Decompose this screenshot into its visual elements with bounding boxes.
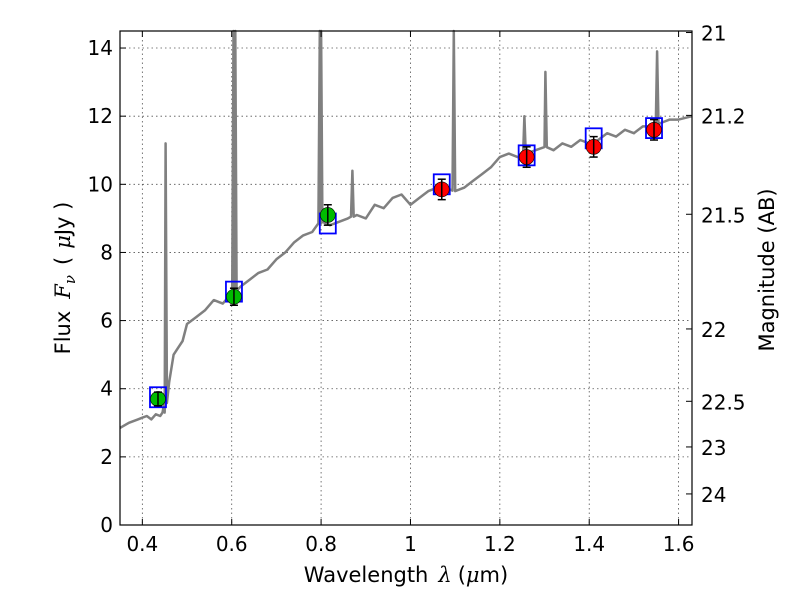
mag-tick-label: 24: [701, 483, 726, 507]
y-tick-label: 6: [100, 309, 113, 333]
y-axis-subscript: ν: [61, 275, 79, 284]
x-axis-unit-rest: m): [480, 563, 509, 587]
spectrum-line: [119, 29, 693, 429]
plot-frame: [119, 30, 693, 526]
y-axis-unit-open: (: [51, 257, 75, 265]
mag-tick-label: 22.5: [701, 390, 746, 414]
x-axis-title: Wavelength λ (μm): [304, 563, 508, 587]
photometry-layer: [149, 117, 663, 409]
model-photometry-box: [149, 386, 167, 409]
x-tick-label: 0.4: [126, 532, 158, 556]
x-tick-label: 0.8: [305, 532, 337, 556]
axes: 0.4 0.6 0.8 1 1.2 1.4 1.6024681012142121.221.5…: [88, 22, 746, 556]
x-tick-label: 1.6: [663, 532, 695, 556]
x-axis-unit-open: (: [458, 563, 466, 587]
y-axis-unit-mu: μ: [51, 235, 75, 249]
mag-tick-label: 21.2: [701, 104, 746, 128]
y-tick-label: 14: [88, 36, 113, 60]
mag-tick-label: 21: [701, 22, 726, 46]
mag-tick-label: 22: [701, 318, 726, 342]
x-axis-symbol: λ: [437, 563, 451, 587]
y-axis-symbol: F: [51, 283, 75, 300]
x-tick-label: 0.6: [216, 532, 248, 556]
x-tick-label: 1.2: [484, 532, 516, 556]
x-axis-label-text: Wavelength: [304, 563, 429, 587]
y-tick-label: 0: [100, 513, 113, 537]
spectrum-layer: [119, 29, 693, 429]
mag-tick-label: 21.5: [701, 203, 746, 227]
y2-axis-title: Magnitude (AB): [755, 188, 779, 351]
y-tick-label: 12: [88, 104, 113, 128]
mag-tick-label: 23: [701, 436, 726, 460]
y-tick-label: 10: [88, 172, 113, 196]
y-axis-unit-rest: Jy ): [51, 202, 75, 238]
y-tick-label: 2: [100, 445, 113, 469]
y-axis-title: Flux Fν ( μJy ): [51, 202, 79, 355]
x-tick-label: 1: [404, 532, 417, 556]
x-axis-unit-mu: μ: [466, 563, 480, 587]
x-tick-label: 1.4: [573, 532, 605, 556]
y-tick-label: 4: [100, 377, 113, 401]
grid: [120, 31, 692, 526]
y-tick-label: 8: [100, 240, 113, 264]
y-axis-label-text: Flux: [51, 311, 75, 355]
